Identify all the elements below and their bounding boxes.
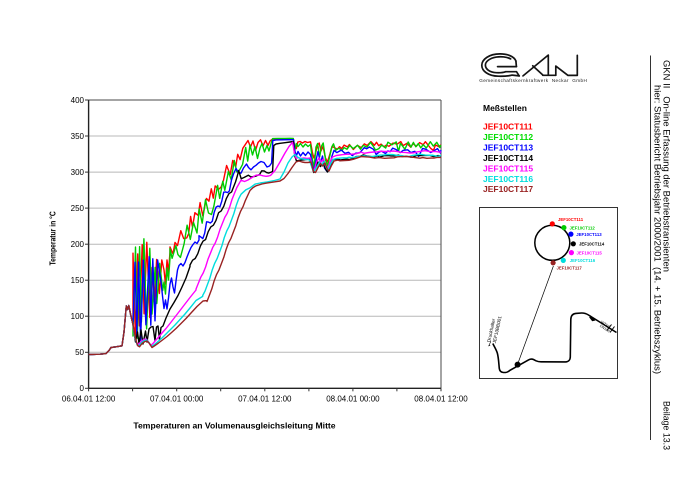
svg-text:200: 200 [71,240,85,249]
svg-text:300: 300 [71,168,85,177]
svg-text:07.04.01 12:00: 07.04.01 12:00 [238,395,292,404]
svg-text:JEF10CT117: JEF10CT117 [483,184,533,194]
svg-text:JEF10CT112: JEF10CT112 [570,225,596,230]
svg-text:WZ10: WZ10 [600,320,610,329]
svg-text:JEF10CT116: JEF10CT116 [483,174,533,184]
svg-text:Temperatur in °C: Temperatur in °C [48,211,58,266]
svg-text:350: 350 [71,132,85,141]
svg-text:JEF10CT111: JEF10CT111 [483,122,533,132]
svg-text:Meßstellen: Meßstellen [483,103,527,113]
svg-text:100: 100 [71,312,85,321]
svg-text:06.04.01 12:00: 06.04.01 12:00 [62,395,116,404]
svg-text:JEF10CT114: JEF10CT114 [579,241,605,246]
svg-text:JEF10CT112: JEF10CT112 [483,132,533,142]
svg-text:JEF10CT117: JEF10CT117 [557,266,583,271]
svg-text:JEF10CT111: JEF10CT111 [558,217,584,222]
svg-text:JEF10CT115: JEF10CT115 [577,250,603,255]
svg-text:Gemeinschaftskernkraftwerk Ne: Gemeinschaftskernkraftwerk Neckar GmbH [479,78,587,83]
svg-text:08.04.01 00:00: 08.04.01 00:00 [326,395,380,404]
svg-text:JEF10CT116: JEF10CT116 [570,258,596,263]
svg-text:JEF10CT113: JEF10CT113 [483,142,533,152]
svg-text:DN150: DN150 [599,324,611,333]
svg-text:GKN II On-line Erfassung der: GKN II On-line Erfassung der Betriebstra… [661,60,672,272]
svg-text:hier: Statusbericht Betriebsja: hier: Statusbericht Betriebsjahr 2000/20… [652,85,663,374]
svg-text:250: 250 [71,204,85,213]
svg-text:07.04.01 00:00: 07.04.01 00:00 [150,395,204,404]
svg-text:Temperaturen an Volumenausglei: Temperaturen an Volumenausgleichsleitung… [133,421,335,431]
svg-text:JEF10CT114: JEF10CT114 [483,153,533,163]
svg-text:JEF10BB001: JEF10BB001 [492,315,503,343]
svg-text:0: 0 [80,384,85,393]
svg-text:JEF10CT115: JEF10CT115 [483,163,533,173]
svg-text:150: 150 [71,276,85,285]
svg-text:JEF10CT113: JEF10CT113 [576,232,602,237]
svg-text:Druckhalter: Druckhalter [486,318,496,343]
svg-text:08.04.01 12:00: 08.04.01 12:00 [414,395,468,404]
svg-text:400: 400 [71,96,85,105]
svg-text:Beilage 13.3: Beilage 13.3 [661,401,672,450]
svg-text:50: 50 [75,348,84,357]
